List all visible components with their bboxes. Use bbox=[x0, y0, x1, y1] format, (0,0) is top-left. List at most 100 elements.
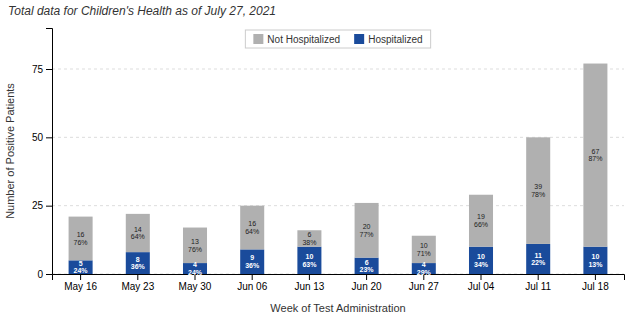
x-axis: May 16 May 23 May 30 Jun 06 Jun 13 Jun 20 Jun … bbox=[53, 274, 625, 292]
bar bbox=[355, 203, 379, 258]
tick-label: 25 bbox=[32, 200, 44, 211]
bar bbox=[297, 230, 321, 246]
tick-mark bbox=[46, 206, 52, 207]
legend-label: Hospitalized bbox=[368, 34, 422, 45]
chart: Total data for Children's Health as of J… bbox=[0, 0, 640, 320]
legend: Not Hospitalized Hospitalized bbox=[245, 30, 430, 48]
data-label: 5 bbox=[79, 260, 83, 267]
data-label: 10 bbox=[477, 253, 485, 260]
tick-label: Jul 18 bbox=[582, 281, 609, 292]
grid bbox=[52, 69, 624, 274]
tick-label: Jun 27 bbox=[409, 281, 439, 292]
data-labels: 524%836%424%936%1063%623%429%1034%1122%1… bbox=[74, 148, 604, 276]
data-label: 6 bbox=[307, 231, 311, 238]
bar bbox=[469, 195, 493, 247]
tick-mark bbox=[538, 274, 539, 280]
data-label: 13 bbox=[191, 238, 199, 245]
tick-mark bbox=[252, 274, 253, 280]
tick-mark bbox=[46, 137, 52, 138]
data-label: 14 bbox=[134, 226, 142, 233]
tick-label: May 16 bbox=[64, 281, 97, 292]
title: Total data for Children's Health as of J… bbox=[8, 4, 276, 18]
tick: 0 bbox=[37, 269, 52, 280]
data-label: 4 bbox=[193, 261, 197, 268]
tick: Jun 13 bbox=[294, 274, 324, 292]
tick: Jun 06 bbox=[237, 274, 267, 292]
bar bbox=[583, 64, 607, 247]
share-label: 76% bbox=[188, 246, 202, 253]
tick: May 30 bbox=[179, 274, 212, 292]
data-label: 10 bbox=[592, 253, 600, 260]
legend-frame bbox=[245, 30, 430, 48]
axis-line bbox=[53, 275, 625, 281]
bar bbox=[355, 258, 379, 274]
bar bbox=[183, 228, 207, 264]
tick: 75 bbox=[32, 64, 52, 75]
tick: Jul 04 bbox=[468, 274, 495, 292]
tick-label: Jun 13 bbox=[294, 281, 324, 292]
bar bbox=[526, 244, 550, 274]
axis-line bbox=[46, 29, 53, 275]
x-axis-title: Week of Test Administration bbox=[270, 302, 405, 314]
data-label: 19 bbox=[477, 213, 485, 220]
share-label: 64% bbox=[131, 233, 145, 240]
tick: May 16 bbox=[64, 274, 97, 292]
y-axis: 0 25 50 75 bbox=[32, 29, 53, 280]
data-label: 10 bbox=[306, 253, 314, 260]
bar bbox=[297, 247, 321, 274]
share-label: 87% bbox=[588, 155, 602, 162]
plot: May 16 May 23 May 30 Jun 06 Jun 13 Jun 20 Jun … bbox=[32, 29, 625, 293]
share-label: 78% bbox=[531, 191, 545, 198]
data-label: 39 bbox=[534, 183, 542, 190]
tick-label: May 23 bbox=[121, 281, 154, 292]
tick: May 23 bbox=[121, 274, 154, 292]
legend-label: Not Hospitalized bbox=[267, 34, 340, 45]
share-label: 22% bbox=[531, 259, 546, 266]
tick-label: Jun 20 bbox=[352, 281, 382, 292]
bar bbox=[240, 249, 264, 274]
share-label: 63% bbox=[302, 261, 317, 268]
data-label: 11 bbox=[534, 252, 542, 259]
tick-mark bbox=[80, 274, 81, 280]
share-label: 64% bbox=[245, 228, 259, 235]
data-label: 20 bbox=[363, 223, 371, 230]
tick: 25 bbox=[32, 200, 52, 211]
grid-line bbox=[52, 69, 624, 70]
tick: Jun 27 bbox=[409, 274, 439, 292]
tick-mark bbox=[46, 274, 52, 275]
tick-label: Jul 04 bbox=[468, 281, 495, 292]
tick: Jul 18 bbox=[582, 274, 609, 292]
share-label: 34% bbox=[474, 261, 489, 268]
share-label: 23% bbox=[360, 266, 375, 273]
tick: Jun 20 bbox=[352, 274, 382, 292]
data-label: 10 bbox=[420, 242, 428, 249]
tick-mark bbox=[481, 274, 482, 280]
bar bbox=[69, 217, 93, 261]
share-label: 13% bbox=[588, 261, 603, 268]
data-label: 8 bbox=[136, 256, 140, 263]
legend-swatch bbox=[253, 34, 263, 44]
tick-label: 50 bbox=[32, 132, 44, 143]
legend-item: Hospitalized bbox=[354, 34, 422, 45]
tick-mark bbox=[595, 274, 596, 280]
tick-label: 75 bbox=[32, 64, 44, 75]
tick-label: May 30 bbox=[179, 281, 212, 292]
share-label: 77% bbox=[360, 231, 374, 238]
data-label: 16 bbox=[248, 220, 256, 227]
share-label: 36% bbox=[245, 262, 260, 269]
y-axis-title: Number of Positive Patients bbox=[4, 83, 16, 219]
data-label: 6 bbox=[365, 259, 369, 266]
bar bbox=[526, 137, 550, 244]
tick-mark bbox=[366, 274, 367, 280]
bar bbox=[126, 214, 150, 252]
data-label: 4 bbox=[422, 261, 426, 268]
tick-label: 0 bbox=[37, 269, 43, 280]
tick-mark bbox=[137, 274, 138, 280]
share-label: 38% bbox=[302, 239, 316, 246]
tick-mark bbox=[46, 69, 52, 70]
bar bbox=[126, 252, 150, 274]
bar bbox=[469, 247, 493, 274]
bars bbox=[69, 64, 608, 274]
legend-swatch bbox=[354, 34, 364, 44]
data-label: 16 bbox=[77, 231, 85, 238]
